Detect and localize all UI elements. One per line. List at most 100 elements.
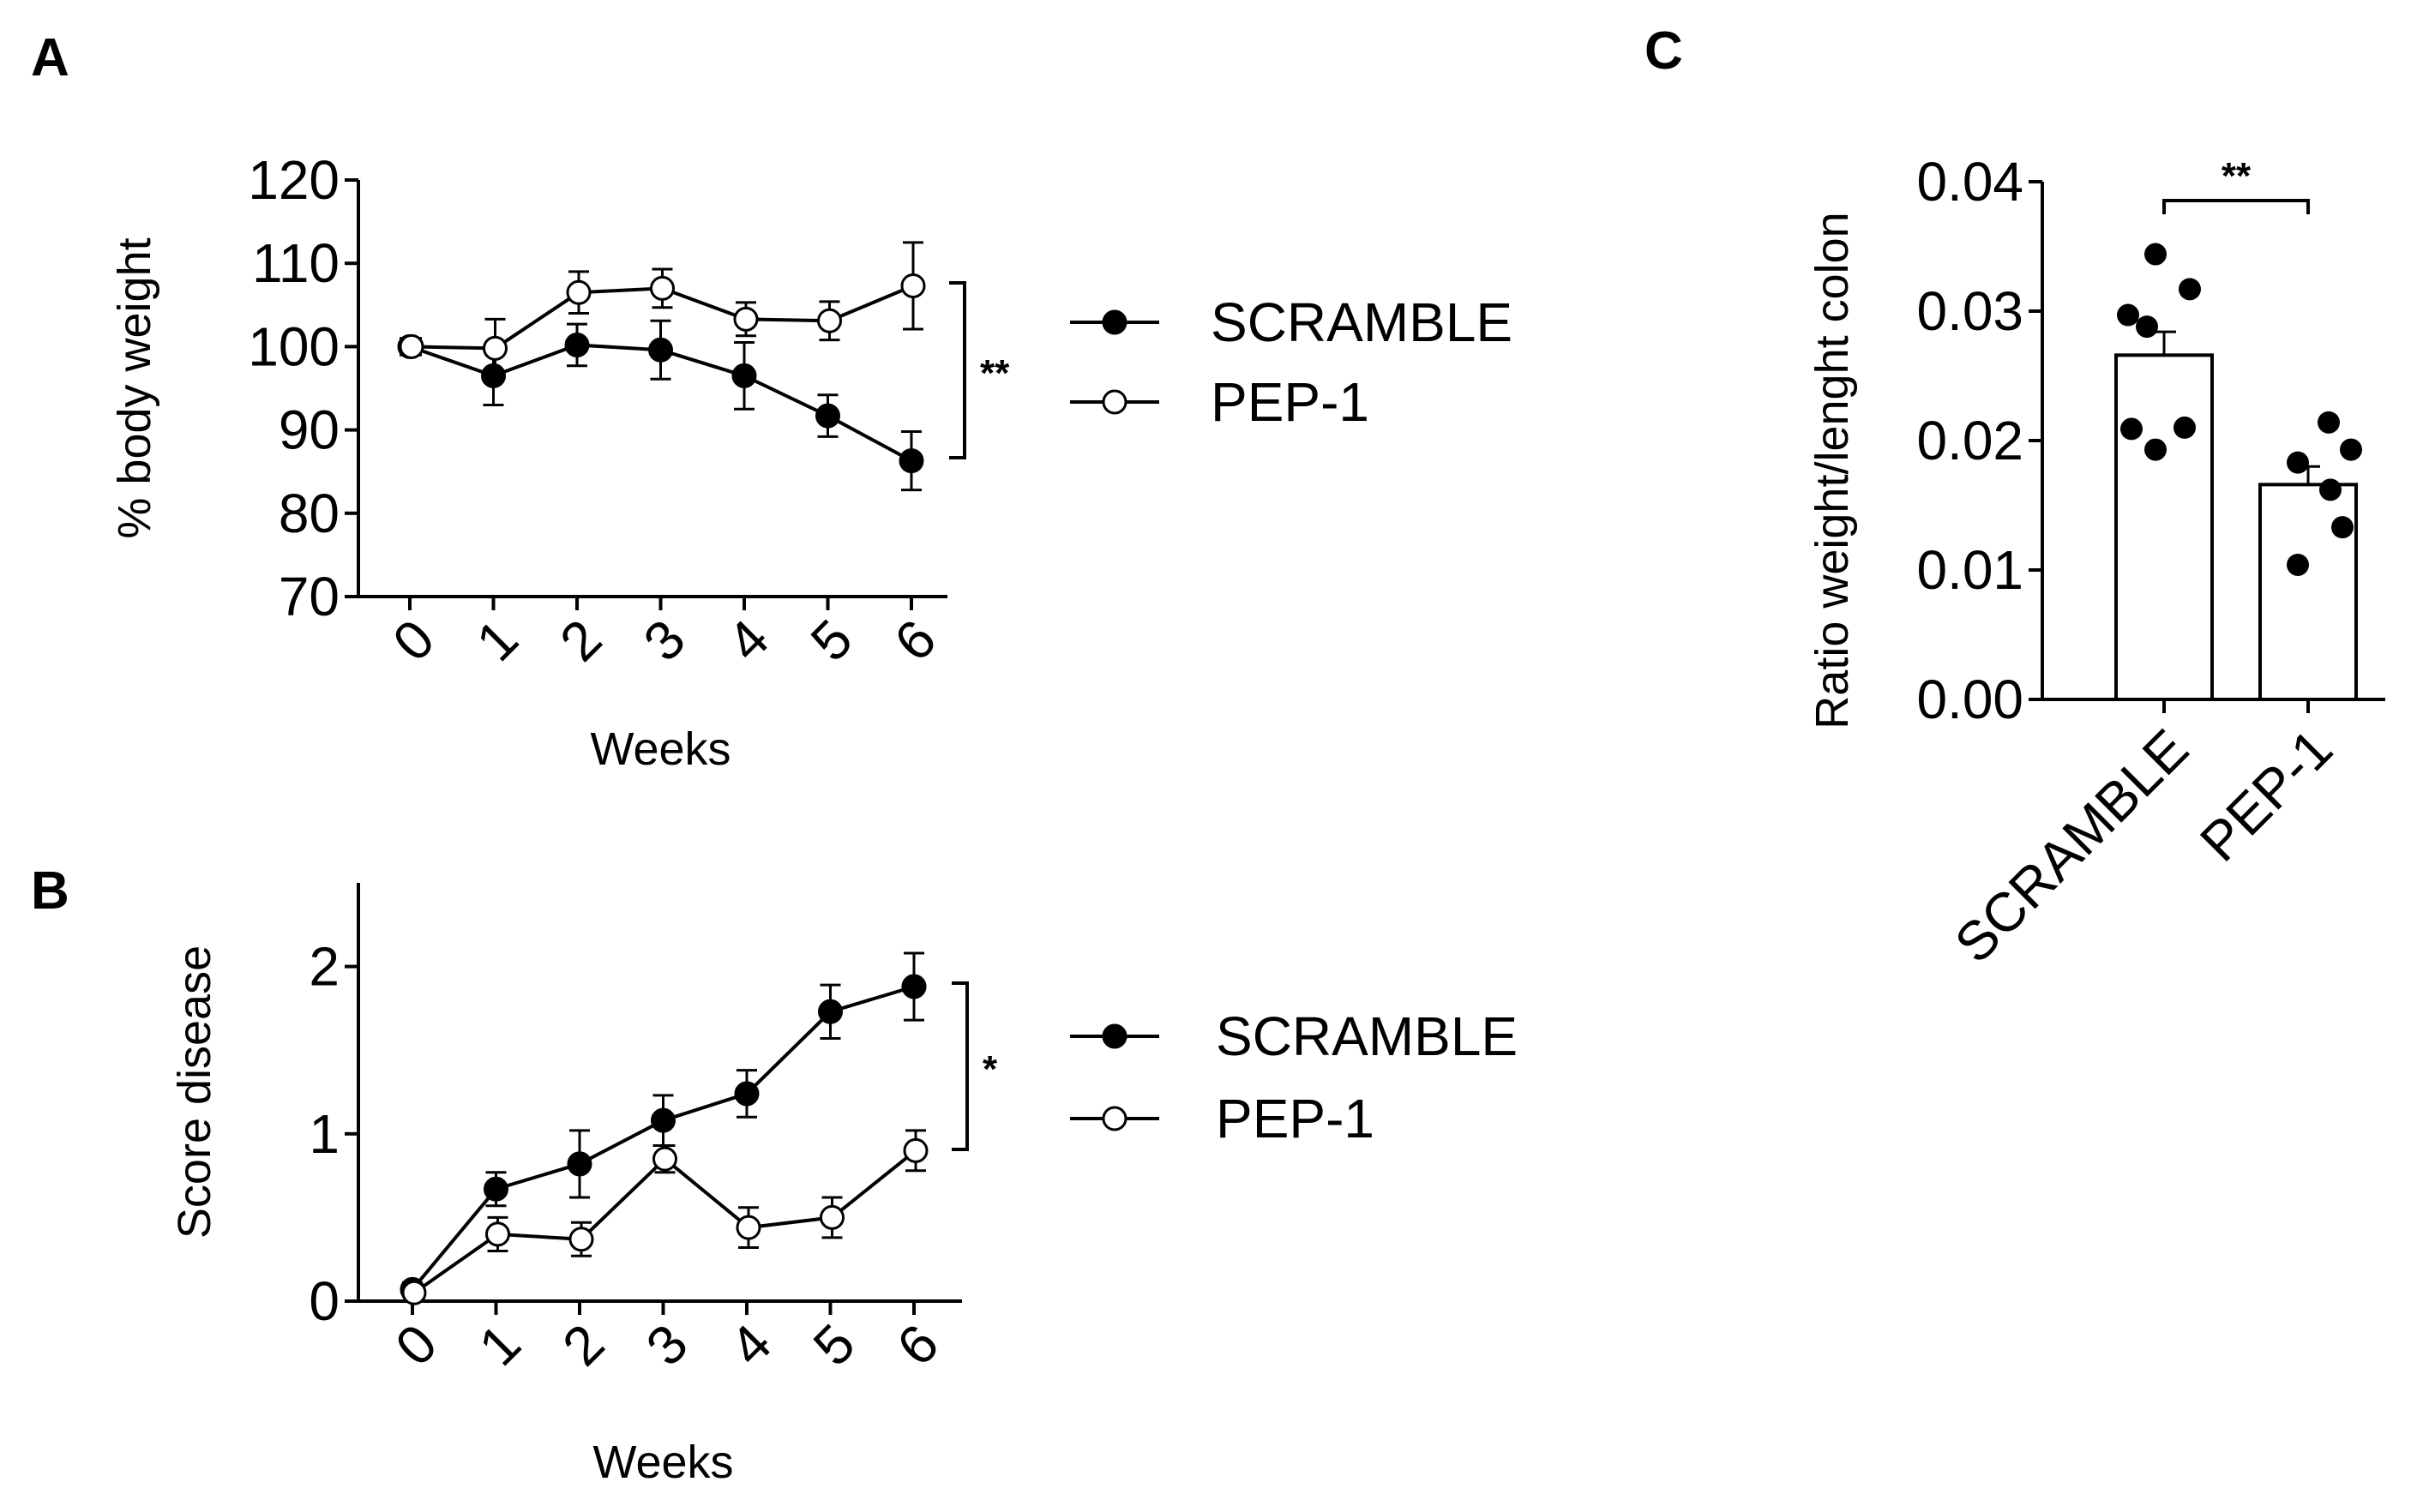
y-axis-title: Score disease (169, 945, 220, 1239)
legend-marker (1102, 309, 1127, 335)
legend-label: SCRAMBLE (1211, 291, 1512, 353)
data-point (2179, 278, 2201, 301)
x-tick-label: 5 (802, 1312, 867, 1377)
data-point (733, 306, 759, 332)
data-point (820, 1204, 845, 1230)
y-axis-title: % body weight (109, 237, 160, 538)
data-point (2287, 451, 2309, 474)
x-tick-label: 2 (548, 608, 613, 673)
significance-marker: * (983, 1048, 998, 1090)
bar-group-scramble: SCRAMBLE (1943, 243, 2214, 975)
data-point (2287, 553, 2309, 576)
data-point (900, 273, 926, 298)
x-tick-label: 0 (381, 608, 446, 673)
panel-letter-b: B (31, 861, 69, 921)
data-point (817, 308, 842, 333)
data-point (731, 363, 757, 388)
x-tick-label: 3 (632, 608, 697, 673)
y-tick-label: 0 (309, 1270, 340, 1332)
significance-bracket (949, 281, 966, 459)
y-tick-label: 1 (309, 1103, 340, 1165)
legend-label: SCRAMBLE (1216, 1005, 1518, 1067)
data-point (2136, 315, 2158, 339)
data-point (2144, 438, 2167, 461)
legend-label: PEP-1 (1211, 371, 1369, 433)
bar-group-pep-1: PEP-1 (2188, 411, 2362, 873)
x-axis-title: Weeks (592, 1437, 733, 1488)
data-point (2340, 438, 2362, 461)
y-tick-label: 0.03 (1916, 280, 2023, 342)
data-point (815, 403, 840, 429)
data-point (2117, 303, 2139, 327)
x-tick-label: 4 (715, 608, 780, 673)
data-point (734, 1081, 760, 1107)
y-tick-label: 110 (252, 232, 340, 294)
x-tick-label: 6 (882, 608, 947, 673)
y-tick-label: 100 (248, 315, 340, 377)
y-tick-label: 0.00 (1916, 669, 2023, 730)
legend-marker (1102, 1023, 1127, 1049)
legend-label: PEP-1 (1216, 1088, 1374, 1149)
significance-marker: ** (2222, 155, 2252, 197)
y-tick-label: 80 (279, 483, 340, 544)
data-point (568, 1227, 594, 1252)
legend-marker (1102, 389, 1127, 415)
data-point (2319, 478, 2342, 501)
data-point (650, 275, 675, 301)
data-point (484, 1176, 508, 1202)
panel-letter-a: A (31, 28, 69, 87)
y-tick-label: 70 (279, 566, 340, 627)
x-tick-label: 1 (465, 608, 530, 673)
panel-letter-c: C (1644, 21, 1683, 81)
significance-bracket (2162, 199, 2310, 214)
data-point (648, 337, 673, 363)
data-point (736, 1215, 761, 1240)
y-tick-label: 120 (248, 149, 340, 211)
y-axis-title: Ratio weight/lenght colon (1807, 212, 1858, 729)
data-point (481, 363, 506, 388)
legend-marker (1102, 1106, 1127, 1131)
data-point (401, 1280, 427, 1305)
data-point (399, 333, 424, 359)
data-point (2331, 516, 2354, 539)
data-point (566, 279, 592, 305)
x-tick-label: 6 (885, 1312, 950, 1377)
x-tick-label: PEP-1 (2188, 717, 2344, 873)
x-tick-label: SCRAMBLE (1943, 717, 2200, 975)
panel-c: C 0.00 0.01 0.02 0.03 0.04 Ratio weight/lenght… (1644, 21, 2385, 975)
significance-marker: ** (980, 352, 1010, 394)
data-point (2174, 416, 2196, 439)
data-point (651, 1107, 676, 1133)
series-pep-1 (399, 241, 926, 379)
y-tick-label: 2 (309, 936, 340, 998)
data-point (2144, 243, 2167, 266)
x-tick-label: 2 (550, 1312, 616, 1377)
data-point (903, 1137, 929, 1163)
x-tick-label: 0 (383, 1312, 448, 1377)
y-tick-label: 0.01 (1916, 539, 2023, 601)
data-point (2120, 417, 2143, 441)
x-tick-label: 5 (799, 608, 864, 673)
panel-a: A 70 80 90 100 110 120 0 1 2 3 4 5 6 Weeks % body weigh… (31, 28, 1512, 775)
data-point (567, 1151, 592, 1177)
x-tick-label: 1 (467, 1312, 532, 1377)
y-tick-label: 90 (279, 399, 340, 461)
series-pep-1 (401, 1129, 929, 1305)
data-point (901, 974, 927, 999)
series-scramble (397, 319, 924, 492)
x-tick-label: 3 (634, 1312, 700, 1377)
significance-bracket (952, 981, 969, 1151)
x-tick-label: 4 (718, 1312, 783, 1377)
y-tick-label: 0.02 (1916, 410, 2023, 471)
data-point (2318, 411, 2340, 434)
data-point (485, 1221, 510, 1247)
data-point (564, 332, 590, 357)
y-tick-label: 0.04 (1916, 151, 2023, 213)
data-point (899, 448, 924, 474)
data-point (818, 999, 843, 1024)
x-axis-title: Weeks (590, 723, 731, 775)
data-point (652, 1146, 677, 1172)
bar (2114, 353, 2214, 701)
